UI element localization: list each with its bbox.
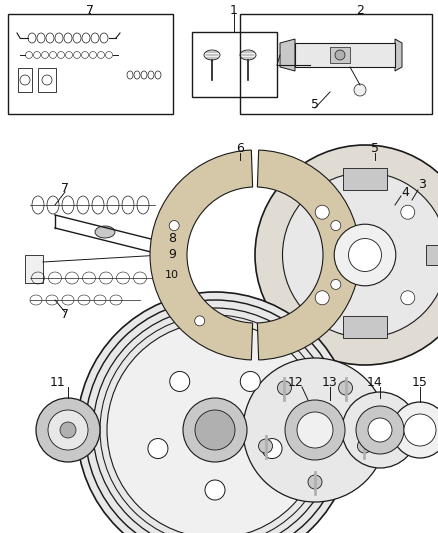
- Circle shape: [277, 381, 291, 395]
- Wedge shape: [150, 150, 253, 360]
- Circle shape: [404, 414, 436, 446]
- Circle shape: [107, 322, 323, 533]
- Text: 1: 1: [230, 4, 238, 17]
- Ellipse shape: [240, 50, 256, 60]
- Wedge shape: [258, 150, 360, 360]
- Bar: [330, 47, 350, 63]
- Polygon shape: [280, 39, 295, 71]
- Circle shape: [205, 480, 225, 500]
- Circle shape: [283, 173, 438, 337]
- Circle shape: [331, 221, 341, 231]
- Bar: [8, 14, 173, 114]
- Bar: [25, 255, 43, 283]
- Bar: [18, 68, 32, 92]
- Circle shape: [401, 291, 415, 305]
- Circle shape: [357, 439, 371, 453]
- Circle shape: [334, 224, 396, 286]
- Text: 5: 5: [311, 99, 319, 111]
- Polygon shape: [395, 39, 402, 71]
- Text: 14: 14: [367, 376, 383, 389]
- Text: 8: 8: [168, 231, 176, 245]
- Circle shape: [331, 279, 341, 289]
- Bar: [343, 167, 387, 190]
- Circle shape: [48, 410, 88, 450]
- Circle shape: [262, 439, 282, 458]
- Text: 7: 7: [61, 309, 69, 321]
- Bar: [343, 316, 387, 337]
- Ellipse shape: [204, 50, 220, 60]
- Bar: [240, 14, 432, 114]
- Circle shape: [243, 358, 387, 502]
- Text: 10: 10: [165, 270, 179, 280]
- Bar: [295, 43, 395, 67]
- Ellipse shape: [95, 226, 115, 238]
- Circle shape: [258, 439, 272, 453]
- Circle shape: [368, 418, 392, 442]
- Circle shape: [148, 439, 168, 458]
- Circle shape: [170, 372, 190, 391]
- Circle shape: [308, 475, 322, 489]
- Circle shape: [354, 84, 366, 96]
- Circle shape: [195, 410, 235, 450]
- Circle shape: [349, 238, 381, 271]
- Text: 11: 11: [50, 376, 66, 389]
- Text: 3: 3: [418, 179, 426, 191]
- Circle shape: [356, 406, 404, 454]
- Text: 7: 7: [61, 182, 69, 195]
- Circle shape: [169, 221, 179, 231]
- Circle shape: [315, 205, 329, 219]
- Circle shape: [195, 316, 205, 326]
- Circle shape: [36, 398, 100, 462]
- Circle shape: [183, 398, 247, 462]
- Circle shape: [240, 372, 260, 391]
- Circle shape: [77, 292, 353, 533]
- Circle shape: [285, 400, 345, 460]
- Circle shape: [342, 392, 418, 468]
- Text: 7: 7: [86, 4, 94, 17]
- Circle shape: [60, 422, 76, 438]
- Bar: [425, 245, 438, 265]
- Text: 2: 2: [356, 4, 364, 17]
- Text: 9: 9: [168, 248, 176, 262]
- Circle shape: [335, 50, 345, 60]
- Circle shape: [401, 205, 415, 219]
- Text: 5: 5: [371, 141, 379, 155]
- Circle shape: [339, 381, 353, 395]
- Bar: [38, 68, 56, 92]
- Circle shape: [297, 412, 333, 448]
- Text: 4: 4: [401, 185, 409, 198]
- Circle shape: [255, 145, 438, 365]
- Text: 6: 6: [236, 141, 244, 155]
- Text: 12: 12: [288, 376, 304, 389]
- Text: 15: 15: [412, 376, 428, 389]
- Bar: [192, 32, 277, 97]
- Text: 13: 13: [322, 376, 338, 389]
- Circle shape: [392, 402, 438, 458]
- Circle shape: [315, 291, 329, 305]
